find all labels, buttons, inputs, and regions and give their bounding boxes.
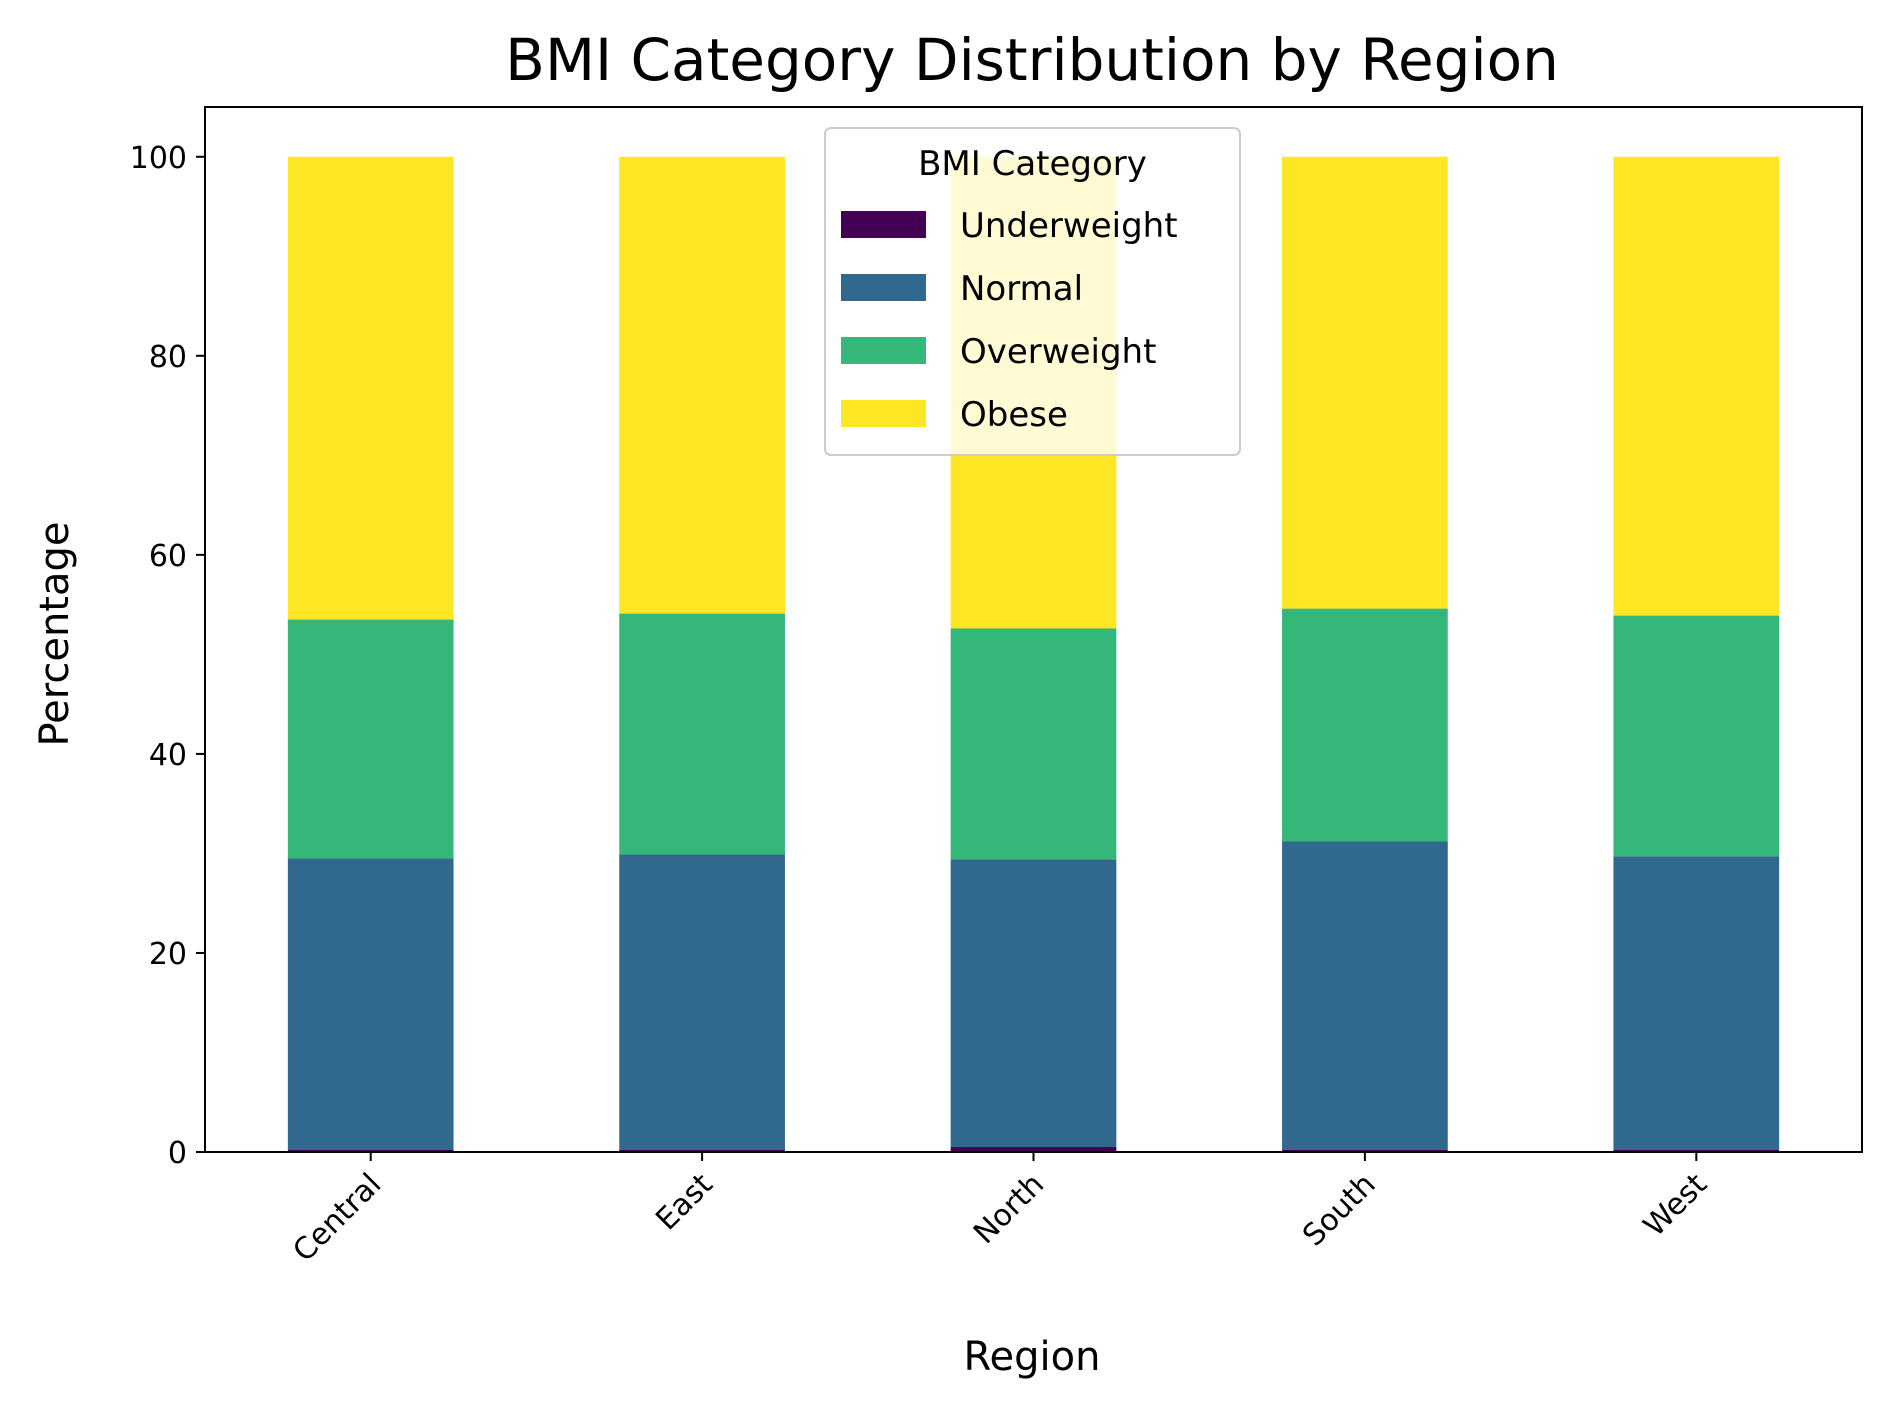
y-tick-label: 60 [149,539,187,574]
legend: BMI Category Underweight Normal Overweight O… [824,127,1241,456]
bar-east-overweight [619,613,785,855]
legend-box [824,127,1241,456]
y-tick-label: 0 [168,1136,187,1171]
y-tick-label: 20 [149,937,187,972]
bar-central-overweight [287,619,454,859]
legend-swatch-obese [841,400,926,427]
bar-south-overweight [1282,608,1448,842]
y-axis-title: Percentage [32,521,78,746]
bar-north-underweight [950,1147,1117,1152]
bar-west-overweight [1613,615,1780,857]
legend-swatch-underweight [841,211,926,238]
y-tick-label: 100 [130,141,187,176]
bar-north-normal [950,859,1117,1148]
y-tick-label: 40 [149,738,187,773]
legend-label-overweight: Overweight [960,332,1156,372]
bars-group [287,156,1780,1152]
legend-label-obese: Obese [960,395,1068,435]
bar-south-obese [1282,156,1448,609]
bar-central-obese [287,156,454,620]
x-axis-title: Region [964,1334,1101,1380]
chart-title: BMI Category Distribution by Region [505,26,1559,94]
bar-east-obese [619,156,785,614]
legend-label-normal: Normal [960,269,1083,309]
bar-central-normal [287,858,454,1151]
legend-swatch-overweight [841,337,926,364]
y-axis: 0 20 40 60 80 100 [130,141,205,1171]
bar-north-overweight [950,628,1117,860]
legend-label-underweight: Underweight [960,206,1178,246]
y-tick-label: 80 [149,340,187,375]
legend-swatch-normal [841,274,926,301]
bar-east-normal [619,854,785,1151]
legend-title: BMI Category [918,144,1147,184]
bar-west-obese [1613,156,1780,616]
bar-west-normal [1613,856,1780,1151]
bar-south-normal [1282,841,1448,1151]
